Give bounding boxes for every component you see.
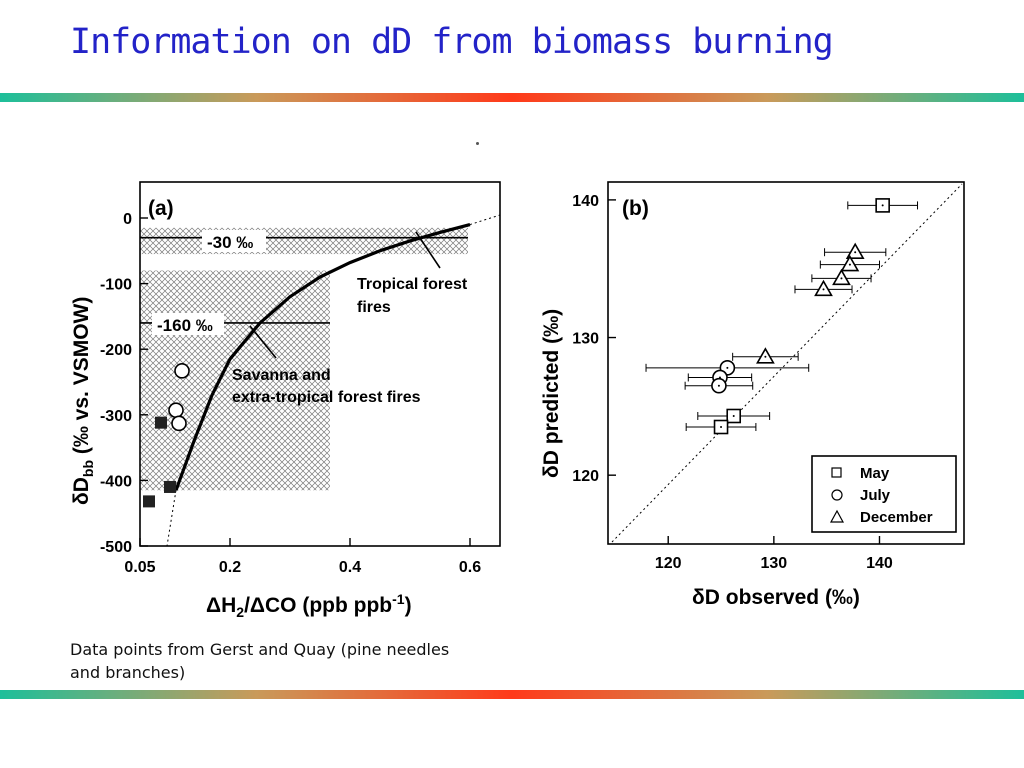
y-tick-label-b-0: 120 [572,468,599,485]
hatch-band-0 [140,227,468,255]
y-tick-label-a-4: -400 [100,473,132,490]
x-tick-label-a-1: 0.2 [219,559,241,576]
bottom-divider [0,690,1024,699]
data-point-b-december-3-center-dot [840,277,843,280]
slide-title: Information on dD from biomass burning [70,22,834,62]
legend-marker-square [831,467,842,478]
data-point-a-square-2 [164,480,176,493]
data-point-b-december-4-center-dot [822,288,825,291]
x-tick-label-b-2: 140 [866,555,893,572]
x-tick-label-a-0: 0.05 [124,559,155,576]
fit-curve [174,223,471,491]
data-point-a-circle-2 [171,415,187,432]
annotation-arrow-savanna [249,325,277,359]
hatch-band-1 [140,270,330,491]
data-point-b-may-1-center-dot [732,414,735,417]
annotation-tropical-line2: fires [357,299,391,316]
data-point-b-december-2-center-dot [848,263,851,266]
y-tick-label-b-2: 140 [572,193,599,210]
y-tick-label-a-5: -500 [100,539,132,556]
legend-label-may: May [860,465,890,482]
axis-title-y-b: δD predicted (‰) [540,309,563,478]
fit-curve-extrapolation-low [166,490,177,547]
y-tick-label-a-0: 0 [123,211,132,228]
scan-speck [476,142,479,145]
x-tick-label-a-3: 0.6 [459,559,481,576]
data-point-b-may-0-center-dot [881,204,884,207]
y-tick-label-a-1: -100 [100,277,132,294]
legend-label-december: December [860,509,933,526]
x-tick-label-b-0: 120 [655,555,682,572]
x-tick-label-b-1: 130 [761,555,788,572]
band-label-minus160: -160 ‰ [157,316,213,335]
fit-curve-extrapolation-high [469,214,501,226]
one-to-one-line [611,183,963,543]
data-point-a-circle-0 [174,363,190,379]
y-tick-label-a-2: -200 [100,342,132,359]
panel-label-b: (b) [622,197,649,220]
annotation-arrow-tropical [415,231,441,269]
data-point-b-december-0-center-dot [764,355,767,358]
legend-b: May July December [811,455,957,533]
legend-label-july: July [860,487,891,504]
legend-marker-triangle [829,509,845,523]
panel-label-a: (a) [148,197,174,220]
y-tick-label-b-1: 130 [572,331,599,348]
axis-title-x-b: δD observed (‰) [692,586,860,609]
data-point-b-december-1-center-dot [854,251,857,254]
annotation-tropical-line1: Tropical forest [357,276,468,293]
data-point-a-circle-1 [168,402,184,419]
plot-frame-b [607,181,965,545]
annotation-savanna-line2: extra-tropical forest fires [232,389,421,406]
legend-marker-circle [831,489,843,501]
y-tick-label-a-3: -300 [100,408,132,425]
data-point-a-square-1 [143,495,155,508]
axis-title-y-a: δDbb (‰ vs. VSMOW) [70,297,96,505]
data-point-b-may-2-center-dot [720,426,723,429]
top-divider [0,93,1024,102]
caption: Data points from Gerst and Quay (pine ne… [70,640,450,682]
data-point-a-square-0 [155,416,167,429]
data-point-b-july-2-center-dot [717,384,720,387]
annotation-savanna-line1: Savanna and [232,367,331,384]
data-point-b-july-0-center-dot [726,366,729,369]
axis-title-x-a: ΔH2/ΔCO (ppb ppb-1) [206,591,412,620]
band-label-minus30: -30 ‰ [207,233,253,252]
x-tick-label-a-2: 0.4 [339,559,361,576]
plot-frame-a [139,181,501,547]
